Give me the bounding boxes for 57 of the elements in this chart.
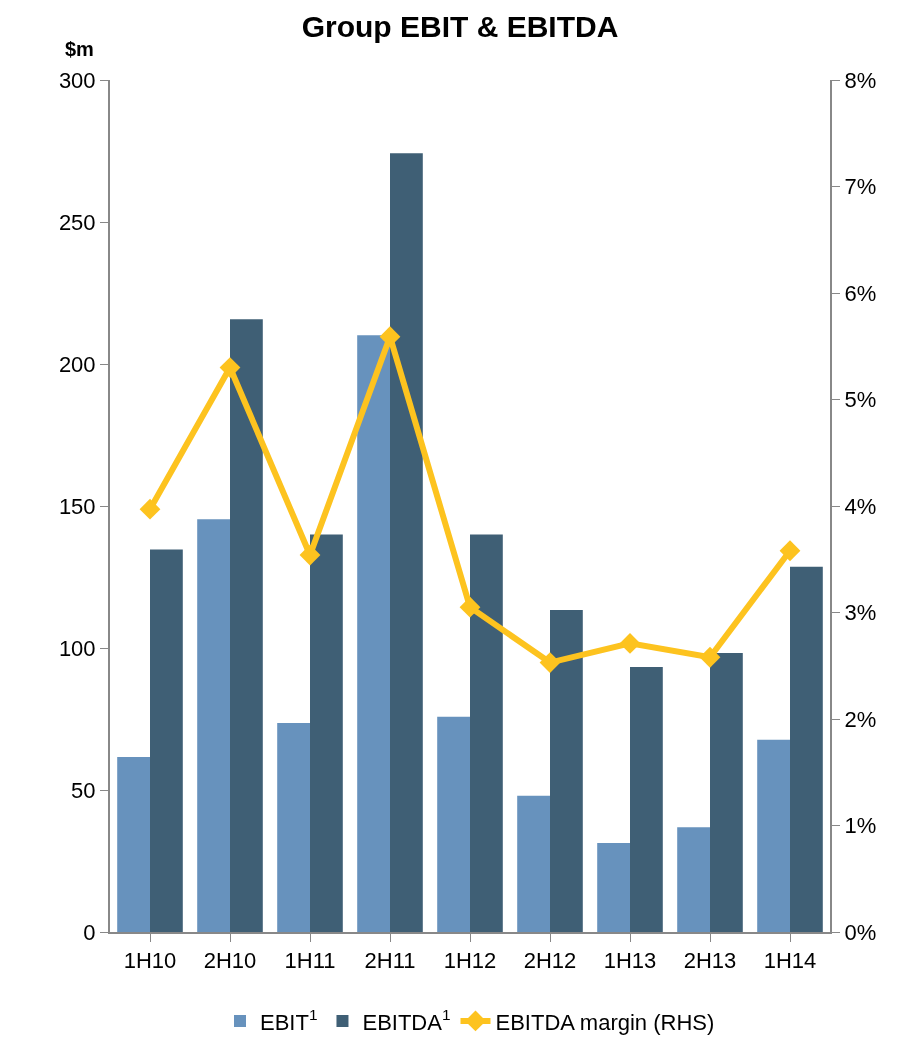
bar [277, 722, 310, 932]
y2-tick-label: 4% [844, 493, 877, 519]
y-tick-label: 250 [58, 209, 96, 235]
bar [470, 534, 503, 932]
y2-tick-label: 6% [844, 280, 877, 306]
x-tick-label: 1H13 [603, 948, 657, 974]
bar [710, 653, 743, 932]
point [459, 596, 481, 618]
point [299, 544, 321, 566]
bar [790, 566, 823, 932]
y-tick-label: 200 [58, 351, 96, 377]
y2-tick-label: 0% [844, 919, 877, 945]
y-tick-label: 300 [58, 67, 96, 93]
bar [597, 843, 630, 932]
point [539, 652, 561, 673]
x-tick-label: 1H11 [284, 948, 336, 974]
y2-tick-label: 8% [844, 67, 877, 93]
bar [437, 716, 470, 932]
point [379, 326, 401, 348]
bar [117, 757, 150, 932]
x-tick-label: 2H12 [523, 948, 577, 974]
bar [517, 795, 550, 932]
bar [630, 667, 663, 932]
bar [150, 549, 183, 932]
point [219, 357, 241, 378]
y2-tick-label: 1% [844, 813, 877, 839]
point [139, 498, 161, 520]
bar [757, 739, 790, 932]
point [699, 646, 721, 668]
legend-label: EBIT$^{1}$ [260, 1006, 318, 1035]
x-tick-label: 1H12 [443, 948, 497, 974]
y2-tick-label: 5% [844, 387, 877, 413]
bar [390, 153, 423, 932]
x-tick-label: 1H10 [123, 948, 177, 974]
y2-tick-label: 3% [844, 600, 877, 626]
x-tick-label: 1H14 [763, 948, 817, 974]
bar [550, 609, 583, 932]
legend-label: EBITDA margin (RHS) [495, 1009, 715, 1035]
y2-tick-label: 2% [844, 706, 877, 732]
y-tick-label: 0 [83, 919, 96, 945]
bar [230, 319, 263, 932]
x-tick-label: 2H11 [364, 948, 416, 974]
y-tick-label: 50 [71, 777, 96, 803]
x-tick-label: 2H10 [203, 948, 257, 974]
bar [310, 534, 343, 932]
y-tick-label: 100 [58, 635, 96, 661]
bar [677, 827, 710, 932]
x-tick-label: 2H13 [683, 948, 737, 974]
legend-label: EBITDA$^{1}$ [362, 1006, 451, 1035]
bar [357, 335, 390, 932]
point [779, 540, 801, 562]
point [619, 632, 641, 654]
y2-tick-label: 7% [844, 174, 877, 200]
chart-title: Group EBIT & EBITDA [301, 9, 619, 43]
y-axis-title: $m [65, 38, 94, 60]
y-tick-label: 150 [58, 493, 96, 519]
bar [197, 519, 230, 932]
